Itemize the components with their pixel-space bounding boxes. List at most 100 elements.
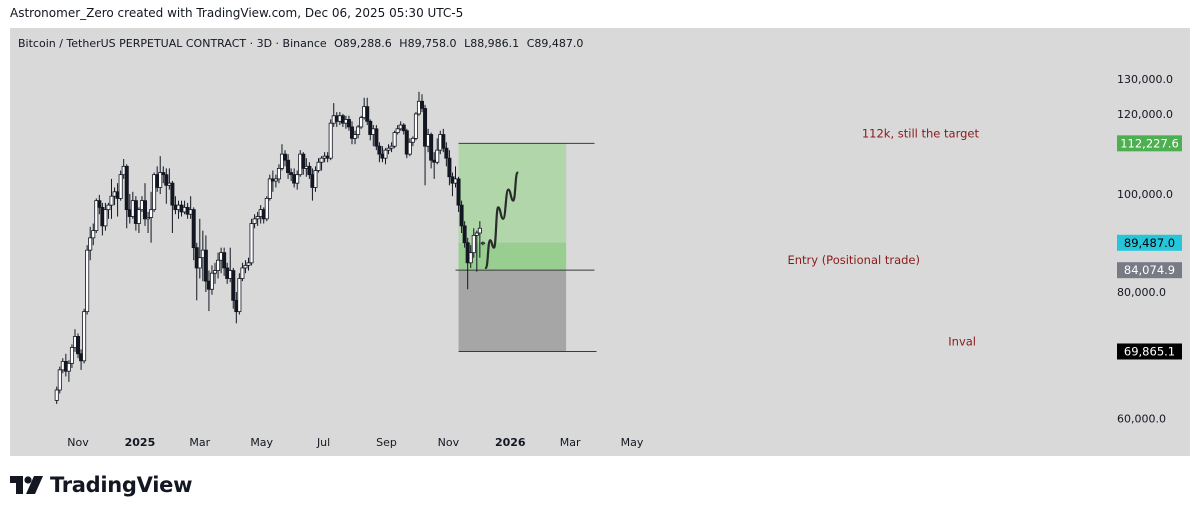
candle-body [313, 170, 318, 188]
candle [106, 202, 111, 219]
candle-body [356, 126, 361, 135]
candle [252, 214, 257, 229]
candlesticks [54, 91, 485, 404]
candle [313, 166, 318, 192]
candle [66, 360, 71, 382]
candle [231, 267, 236, 309]
candle [57, 366, 62, 394]
candle-body [359, 117, 364, 128]
candle [152, 172, 157, 212]
candle [76, 333, 81, 359]
candle-body [276, 168, 281, 180]
x-tick-label: May [621, 436, 644, 449]
candle [389, 142, 394, 153]
candle-body [57, 369, 62, 391]
candle-body [158, 172, 163, 188]
candle-body [328, 122, 333, 159]
candle [213, 262, 218, 284]
candle-body [66, 362, 71, 372]
candle [289, 168, 294, 182]
candle [82, 308, 87, 364]
candle [410, 136, 415, 147]
candle-body [407, 141, 412, 155]
candle [386, 144, 391, 155]
candle [435, 138, 440, 165]
projection-line [484, 171, 519, 270]
candle [441, 128, 446, 153]
candle-body [69, 347, 74, 364]
candle [295, 170, 300, 190]
price-badge-bg [1117, 343, 1182, 360]
candle [276, 164, 281, 184]
candle [255, 211, 260, 226]
x-tick-label: Nov [67, 436, 89, 449]
candle [249, 218, 254, 266]
candle-body [447, 157, 452, 178]
candle [423, 104, 428, 186]
candle-body [374, 128, 379, 147]
candle-body [368, 120, 373, 135]
loss-zone [458, 270, 567, 352]
x-tick-label: Sep [376, 436, 397, 449]
price-badge-inval: 69,865.1 [1117, 343, 1182, 360]
candle-body [386, 147, 391, 151]
candle-body [307, 165, 312, 176]
candle-body [413, 113, 418, 139]
candle [237, 273, 242, 315]
y-tick-label: 100,000.0 [1117, 188, 1173, 201]
candle-body [289, 172, 294, 176]
candle [459, 200, 464, 234]
candle-body [395, 128, 400, 134]
candle-body [222, 252, 227, 269]
candle-body [423, 108, 428, 147]
ohlc-high: H89,758.0 [399, 37, 457, 50]
x-tick-label: Mar [560, 436, 581, 449]
candle [283, 150, 288, 167]
y-tick-label: 120,000.0 [1117, 108, 1173, 121]
price-badge-text: 112,227.6 [1120, 136, 1179, 150]
candle-body [213, 270, 218, 274]
candle [209, 265, 214, 295]
tradingview-logo[interactable]: TradingView [10, 473, 192, 497]
chart-panel [10, 28, 1190, 456]
candle-body [255, 216, 260, 220]
candle-body [109, 195, 114, 206]
candle [279, 144, 284, 171]
x-tick-label: Nov [438, 436, 460, 449]
x-tick-label: May [250, 436, 273, 449]
candle-body [243, 264, 248, 269]
candle-body [91, 230, 96, 239]
candle [103, 202, 108, 231]
x-tick-label: Mar [189, 436, 210, 449]
candle-body [164, 174, 169, 186]
price-chart[interactable]: 112k, still the target Entry (Positional … [10, 28, 1190, 456]
candle-body [152, 174, 157, 211]
level-lines [455, 142, 597, 352]
candle-body [420, 100, 425, 109]
y-tick-label: 60,000.0 [1117, 412, 1166, 425]
candle [301, 152, 306, 175]
symbol-header: Bitcoin / TetherUS PERPETUAL CONTRACT · … [18, 37, 583, 50]
candle [471, 228, 476, 258]
tradingview-logo-icon [10, 476, 43, 494]
candle [216, 252, 221, 279]
candle [124, 164, 129, 229]
candle-body [346, 119, 351, 128]
candle-body [410, 137, 415, 143]
candle [85, 245, 90, 315]
y-tick-label: 80,000.0 [1117, 286, 1166, 299]
candle [328, 119, 333, 161]
candle-body [103, 209, 108, 227]
candle-body [365, 106, 370, 122]
candle [374, 125, 379, 151]
candle [136, 207, 141, 234]
candle-body [283, 153, 288, 161]
candle [392, 130, 397, 149]
candle-body [240, 267, 245, 279]
candle [170, 181, 175, 234]
candle [316, 158, 321, 173]
candle [307, 162, 312, 179]
candle-body [444, 147, 449, 159]
candle [109, 178, 114, 219]
candle [477, 221, 482, 258]
